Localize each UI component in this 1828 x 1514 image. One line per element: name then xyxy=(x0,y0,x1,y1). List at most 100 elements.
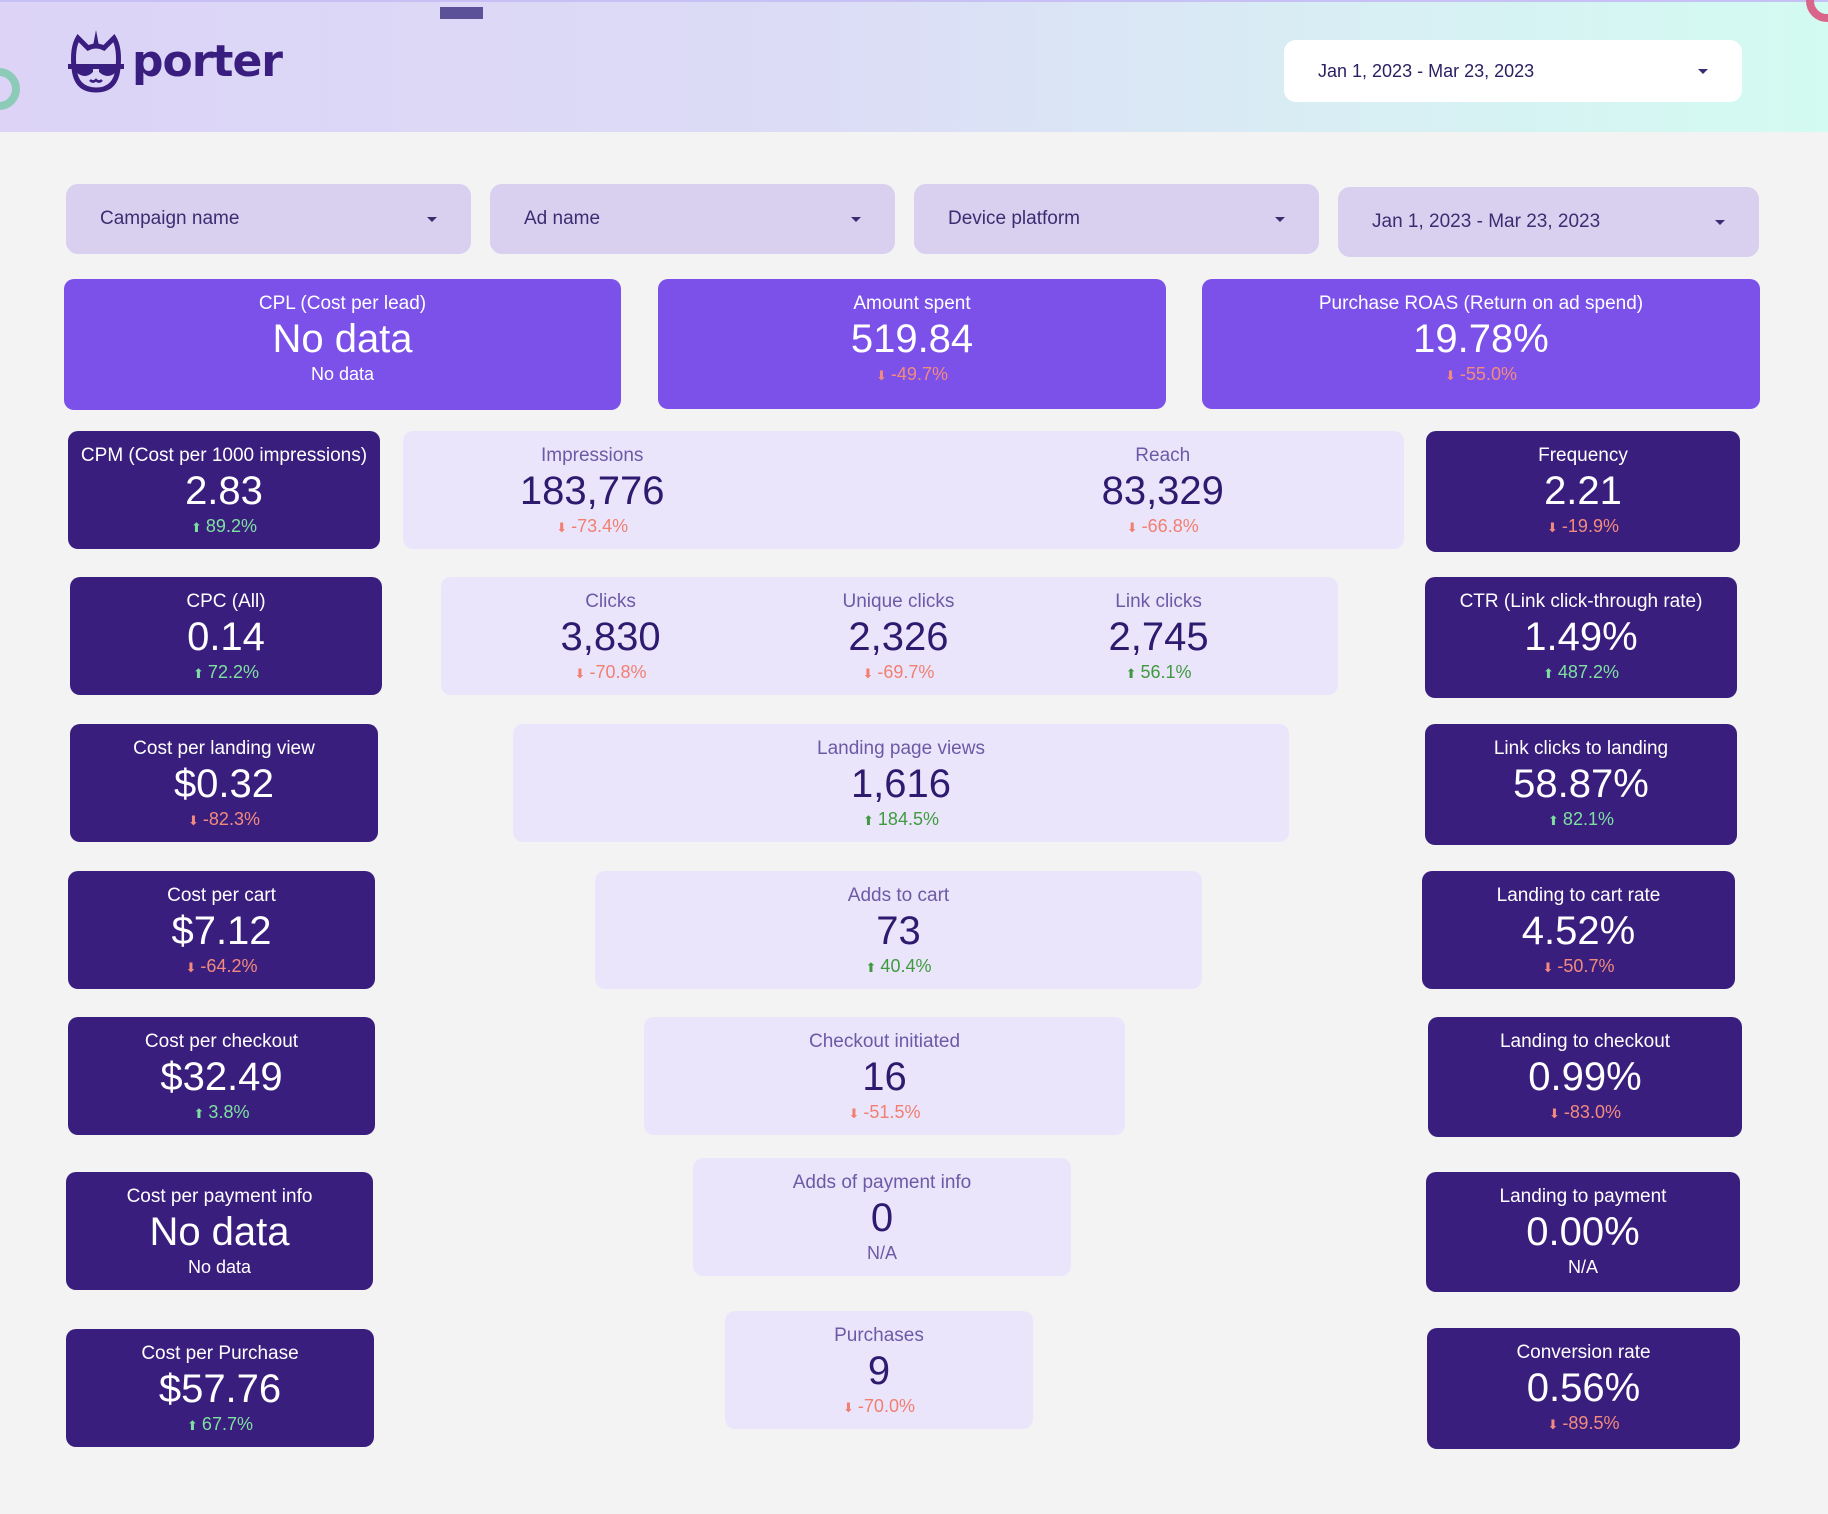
caret-down-icon xyxy=(427,216,437,222)
arrow-down-icon: ⬇ xyxy=(862,666,874,681)
metric: Link clicks to landing 58.87% ⬆ 82.1% xyxy=(1494,724,1668,832)
header-date-range-picker[interactable]: Jan 1, 2023 - Mar 23, 2023 xyxy=(1284,40,1742,102)
filter-label: Jan 1, 2023 - Mar 23, 2023 xyxy=(1372,211,1601,232)
device-platform-filter[interactable]: Device platform xyxy=(914,184,1319,254)
metric: Conversion rate 0.56% ⬇ -89.5% xyxy=(1516,1328,1650,1436)
caret-down-icon xyxy=(1698,68,1708,74)
scorecard-clicks: Clicks 3,830 ⬇ -70.8% Unique clicks 2,326 ⬇ -69… xyxy=(441,577,1338,695)
metric-label: Impressions xyxy=(540,445,644,466)
delta-text: -55.0% xyxy=(1459,364,1517,384)
arrow-down-icon: ⬇ xyxy=(1547,1417,1559,1432)
delta-text: -50.7% xyxy=(1557,956,1615,976)
decorative-ring xyxy=(1806,0,1828,22)
metric: CTR (Link click-through rate) 1.49% ⬆ 487.2… xyxy=(1460,577,1703,685)
metric-value: 4.52% xyxy=(1521,909,1636,953)
metric-label: Landing page views xyxy=(817,738,985,759)
delta-text: 3.8% xyxy=(208,1102,250,1122)
metric-label: Purchase ROAS (Return on ad spend) xyxy=(1318,293,1644,314)
arrow-down-icon: ⬇ xyxy=(185,960,197,975)
scorecard-purchases: Purchases 9 ⬇ -70.0% xyxy=(725,1311,1033,1429)
delta-text: -51.5% xyxy=(863,1102,921,1122)
delta-text: 82.1% xyxy=(1562,809,1614,829)
metric-delta: ⬆ 82.1% xyxy=(1494,808,1668,832)
metric-value: 519.84 xyxy=(850,317,974,361)
caret-down-icon xyxy=(851,216,861,222)
arrow-down-icon: ⬇ xyxy=(1126,520,1138,535)
metric-label: Cost per cart xyxy=(167,885,276,906)
metric-delta: ⬆ 72.2% xyxy=(186,661,265,685)
ad-name-filter[interactable]: Ad name xyxy=(490,184,895,254)
metric-label: Cost per Purchase xyxy=(141,1343,299,1364)
arrow-down-icon: ⬇ xyxy=(843,1400,854,1415)
scorecard-adds-to-cart: Adds to cart 73 ⬆ 40.4% xyxy=(595,871,1202,989)
metric: Adds to cart 73 ⬆ 40.4% xyxy=(848,871,949,979)
arrow-down-icon: ⬇ xyxy=(1542,960,1554,975)
report-header: porter Jan 1, 2023 - Mar 23, 2023 xyxy=(0,0,1828,132)
metric: Amount spent 519.84 ⬇ -49.7% xyxy=(851,279,973,387)
date-range-label: Jan 1, 2023 - Mar 23, 2023 xyxy=(1318,60,1535,81)
metric-value: No data xyxy=(272,317,413,361)
scorecard-impressions-reach: Impressions 183,776 ⬇ -73.4% Reach 83,329 ⬇ -66… xyxy=(403,431,1404,549)
metric-delta: N/A xyxy=(793,1242,972,1264)
arrow-up-icon: ⬆ xyxy=(865,960,877,975)
metric-delta: No data xyxy=(127,1256,313,1278)
metric-delta: ⬇ -83.0% xyxy=(1500,1101,1670,1125)
scorecard-link-clicks-to-landing: Link clicks to landing 58.87% ⬆ 82.1% xyxy=(1425,724,1737,845)
date-range-filter[interactable]: Jan 1, 2023 - Mar 23, 2023 xyxy=(1338,187,1759,257)
metric-label: Adds of payment info xyxy=(792,1172,972,1193)
delta-text: -66.8% xyxy=(1141,516,1199,536)
arrow-up-icon: ⬆ xyxy=(187,1418,198,1433)
metric-label: CPL (Cost per lead) xyxy=(258,293,427,314)
delta-text: 89.2% xyxy=(205,516,257,536)
delta-text: -73.4% xyxy=(571,516,629,536)
metric-value: 0.56% xyxy=(1526,1366,1641,1410)
delta-text: 487.2% xyxy=(1557,662,1619,682)
delta-text: -89.5% xyxy=(1562,1413,1620,1433)
metric: Impressions 183,776 ⬇ -73.4% xyxy=(520,431,665,539)
metric-label: Adds to cart xyxy=(847,885,950,906)
metric-delta: No data xyxy=(259,363,426,385)
metric-value: 83,329 xyxy=(1101,469,1224,513)
metric-label: Landing to cart rate xyxy=(1496,885,1661,906)
delta-text: No data xyxy=(310,364,375,384)
metric: Frequency 2.21 ⬇ -19.9% xyxy=(1538,431,1628,539)
metric-delta: ⬇ -51.5% xyxy=(809,1101,960,1125)
arrow-down-icon: ⬇ xyxy=(1547,520,1558,535)
metric-value: 0.00% xyxy=(1526,1210,1640,1254)
delta-text: N/A xyxy=(1567,1257,1598,1277)
metric-delta: ⬆ 67.7% xyxy=(141,1413,298,1437)
filter-label: Device platform xyxy=(948,208,1080,229)
metric-value: 0.99% xyxy=(1528,1055,1642,1099)
metric-delta: ⬆ 184.5% xyxy=(817,808,985,832)
metric-value: 2.83 xyxy=(185,469,263,513)
delta-text: 184.5% xyxy=(877,809,939,829)
metric-value: 2,745 xyxy=(1108,615,1209,659)
metric-value: $0.32 xyxy=(173,762,275,806)
delta-text: -19.9% xyxy=(1561,516,1619,536)
metric-delta: ⬇ -50.7% xyxy=(1497,955,1661,979)
arrow-up-icon: ⬆ xyxy=(863,813,874,828)
metric-label: Purchases xyxy=(834,1325,924,1346)
metric-label: Link clicks to landing xyxy=(1493,738,1669,759)
metric-value: 73 xyxy=(876,909,921,953)
metric-delta: ⬆ 487.2% xyxy=(1460,661,1703,685)
metric-value: 0.14 xyxy=(187,615,265,659)
metric-delta: ⬇ -70.0% xyxy=(834,1395,924,1419)
metric-value: 2,326 xyxy=(848,615,949,659)
scorecard-cpm: CPM (Cost per 1000 impressions) 2.83 ⬆ 89.2… xyxy=(68,431,380,549)
metric-value: 0 xyxy=(870,1196,894,1240)
metric-delta: ⬇ -55.0% xyxy=(1319,363,1643,387)
scorecard-ctr: CTR (Link click-through rate) 1.49% ⬆ 487.2… xyxy=(1425,577,1737,698)
campaign-name-filter[interactable]: Campaign name xyxy=(66,184,471,254)
metric: Cost per checkout $32.49 ⬆ 3.8% xyxy=(145,1017,298,1125)
metric-delta: ⬇ -66.8% xyxy=(1102,515,1224,539)
porter-logo: porter xyxy=(66,28,283,94)
scorecard-frequency: Frequency 2.21 ⬇ -19.9% xyxy=(1426,431,1740,552)
delta-text: -64.2% xyxy=(200,956,258,976)
arrow-up-icon: ⬆ xyxy=(1543,666,1554,681)
metric: Landing to cart rate 4.52% ⬇ -50.7% xyxy=(1497,871,1661,979)
metric-label: Checkout initiated xyxy=(808,1031,961,1052)
page-tab-indicator[interactable] xyxy=(440,7,483,19)
metric-label: Cost per payment info xyxy=(126,1186,313,1207)
metric-label: Landing to checkout xyxy=(1499,1031,1671,1052)
